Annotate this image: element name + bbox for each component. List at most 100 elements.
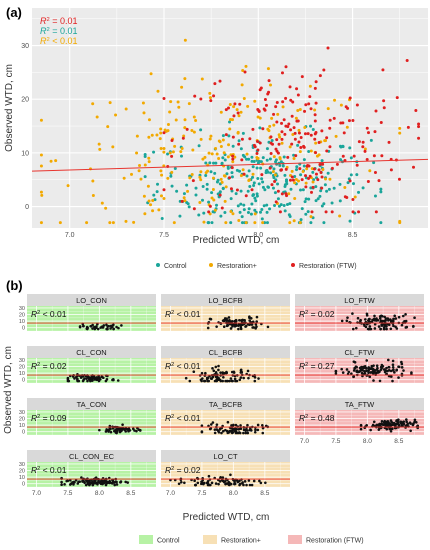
facet-point [110, 325, 114, 329]
panel-a-point-control [314, 185, 318, 189]
facet-x-tick-label: 7.0 [300, 438, 309, 445]
facet-y-tick-label: 30 [19, 410, 25, 416]
panel-a-point-restoration-ftw [286, 155, 290, 159]
panel-a-point-control [355, 173, 359, 177]
facet-point [227, 316, 231, 319]
panel-a-point-restoration [147, 135, 151, 139]
panel-a-point-control [230, 189, 234, 193]
panel-a-point-restoration-ftw [235, 188, 239, 192]
facet-point [372, 420, 376, 424]
panel-a-point-restoration [146, 184, 150, 188]
panel-a-point-restoration-ftw [191, 179, 195, 183]
panel-a-point-restoration [258, 116, 262, 120]
panel-a-point-control [295, 165, 299, 169]
facet-point [99, 326, 102, 329]
panel-a-point-restoration-ftw [345, 195, 349, 199]
panel-a-point-restoration [291, 133, 295, 137]
facet-point [251, 326, 254, 329]
panel-a-point-restoration [156, 89, 160, 93]
panel-a-point-control [170, 184, 174, 188]
facet-point [375, 364, 379, 368]
facet-point [334, 369, 338, 373]
facet-y-tick-label: 20 [19, 469, 25, 475]
panel-a-point-restoration [97, 142, 101, 146]
facet-strip [27, 450, 156, 462]
panel-a-point-restoration-ftw [308, 174, 312, 178]
panel-a-point-restoration [309, 215, 313, 219]
facet-point [114, 431, 118, 434]
panel-a-point-control [210, 191, 214, 195]
facet-point [98, 428, 101, 432]
panel-a-point-restoration [159, 131, 163, 135]
panel-a-point-restoration-ftw [276, 189, 280, 193]
facet-point [104, 430, 108, 433]
panel-a-point-restoration [132, 220, 136, 224]
facet-point [391, 365, 395, 369]
facet-point [405, 418, 408, 421]
panel-a-point-restoration [244, 64, 248, 68]
facet-title: LO_BCFB [208, 296, 242, 305]
facet-y-tick-label: 0 [22, 378, 25, 384]
panel-a-point-restoration [239, 174, 243, 178]
facet-point [334, 372, 338, 375]
facet-point [88, 482, 92, 485]
panel-a-point-restoration-ftw [280, 71, 284, 75]
facet-point [254, 428, 257, 432]
facet-point [379, 365, 383, 369]
panel-a-point-control [302, 158, 306, 162]
panel-a-point-restoration [191, 148, 195, 152]
panel-a-point-restoration [229, 209, 233, 213]
panel-a-point-restoration [277, 133, 281, 137]
panel-a-point-restoration-ftw [212, 94, 216, 98]
facet-point [229, 327, 233, 330]
facet-cl-ftw: CL_FTW R2 = 0.27 [295, 346, 424, 384]
facet-point [86, 374, 89, 378]
panel-a-point-restoration-ftw [313, 119, 317, 123]
facet-point [399, 420, 403, 424]
panel-a-point-restoration [159, 169, 163, 173]
panel-a-point-control [250, 155, 254, 159]
panel-a-point-restoration-ftw [220, 206, 224, 210]
panel-a-point-restoration [298, 107, 302, 111]
panel-a-point-restoration [201, 157, 205, 161]
panel-a-point-restoration-ftw [280, 121, 284, 125]
panel-a-point-restoration-ftw [321, 162, 325, 166]
facet-lo-ct: LO_CT R2 = 0.02 7.0 7.5 8.0 8.5 [161, 450, 290, 497]
facet-point [376, 318, 380, 322]
facet-point [217, 482, 220, 486]
facet-point [90, 480, 94, 484]
facet-point [352, 375, 356, 378]
panel-a-point-restoration [272, 123, 276, 127]
panel-a-point-restoration-ftw [318, 74, 322, 78]
panel-a-point-restoration [39, 221, 43, 225]
panel-a-point-restoration [54, 159, 58, 163]
panel-a-point-restoration-ftw [268, 166, 272, 170]
panel-a-point-restoration [180, 146, 184, 150]
panel-a-point-restoration [183, 126, 187, 130]
panel-a-point-restoration [162, 164, 166, 168]
panel-a-point-control [357, 190, 361, 194]
facet-point [392, 324, 395, 328]
facet-point [218, 480, 222, 483]
facet-x-tick-label: 8.5 [394, 438, 403, 445]
facet-title: CL_CON_EC [69, 452, 115, 461]
panel-a-point-restoration [147, 118, 151, 122]
facet-point [384, 317, 388, 320]
panel-a-point-restoration [353, 195, 357, 199]
panel-a-point-restoration-ftw [256, 148, 260, 152]
panel-a-point-restoration-ftw [180, 199, 184, 203]
panel-a-point-restoration-ftw [258, 141, 262, 145]
panel-a-point-control [265, 168, 269, 172]
panel-a-point-restoration-ftw [269, 151, 273, 155]
panel-a-point-control [272, 167, 276, 171]
facet-point [239, 427, 243, 431]
panel-a-point-control [314, 199, 318, 203]
panel-a-point-restoration [199, 137, 203, 141]
panel-a-point-restoration [49, 159, 53, 163]
panel-a-point-restoration-ftw [185, 127, 189, 131]
panel-a-point-control [338, 144, 342, 148]
panel-a-point-restoration [142, 194, 146, 198]
panel-a-point-restoration [311, 180, 315, 184]
facet-point [259, 481, 263, 485]
